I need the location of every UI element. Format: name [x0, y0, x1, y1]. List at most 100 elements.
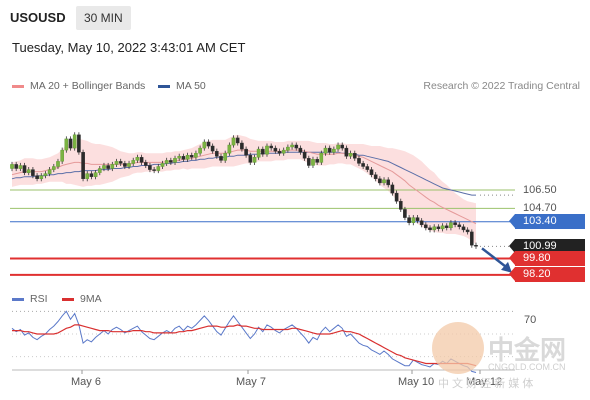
candle-body	[22, 165, 27, 173]
candle-body	[307, 158, 311, 166]
candle-body	[131, 160, 136, 164]
candle-body	[424, 224, 428, 229]
candle-body	[461, 226, 466, 231]
candle-body	[72, 134, 77, 149]
candle-body	[47, 169, 52, 174]
candle-body	[286, 146, 290, 151]
candle-body	[43, 173, 48, 176]
candle-body	[415, 217, 420, 221]
candle-body	[315, 159, 320, 163]
candle-body	[35, 175, 39, 179]
candle-body	[14, 164, 19, 169]
candle-body	[440, 225, 445, 230]
legend-ma20: MA 20 + Bollinger Bands	[12, 80, 145, 92]
candle-body	[327, 147, 332, 153]
symbol-title: USOUSD	[10, 10, 66, 25]
candle-body	[240, 142, 244, 150]
candle-body	[185, 154, 190, 160]
legend-rsi: RSI	[12, 293, 48, 305]
candle-body	[219, 156, 223, 161]
candle-body	[311, 159, 315, 166]
candle-body	[10, 164, 14, 169]
candle-body	[394, 192, 399, 202]
candle-body	[194, 152, 198, 158]
candle-body	[252, 157, 257, 163]
candle-body	[244, 148, 248, 156]
candle-body	[143, 162, 148, 166]
candle-body	[428, 227, 432, 231]
candle-body	[407, 217, 411, 223]
candle-body	[432, 226, 437, 231]
timeframe-button[interactable]: 30 MIN	[76, 6, 131, 30]
x-tick-may7: May 7	[236, 376, 266, 388]
candle-body	[97, 168, 102, 173]
candle-body	[110, 164, 115, 169]
candle-body	[177, 156, 182, 159]
candle-body	[444, 225, 449, 229]
candle-body	[189, 154, 194, 158]
candle-body	[470, 231, 474, 246]
candle-body	[453, 222, 457, 225]
candle-body	[323, 147, 328, 154]
ma50-line	[11, 151, 476, 196]
candle-body	[156, 166, 161, 171]
watermark-sub: 中 文 财 经 新 媒 体	[438, 378, 534, 390]
candle-body	[181, 156, 186, 160]
candle-body	[31, 169, 35, 176]
candle-body	[210, 145, 215, 152]
candle-body	[386, 179, 391, 186]
candle-body	[64, 138, 69, 151]
candle-body	[436, 226, 441, 230]
legend-ma20-swatch	[12, 84, 24, 88]
candle-body	[261, 148, 265, 155]
candle-body	[302, 151, 307, 159]
candle-body	[168, 160, 173, 163]
forecast-arrow-shaft	[481, 247, 507, 268]
candle-body	[382, 179, 386, 184]
candle-body	[378, 178, 382, 184]
candle-body	[298, 147, 303, 153]
level-label-103-40: 103.40	[509, 214, 585, 230]
candle-body	[357, 158, 361, 164]
candle-body	[39, 175, 44, 179]
candle-body	[248, 154, 253, 163]
watermark-text: 中金网	[488, 335, 567, 365]
candle-body	[114, 161, 119, 165]
candle-body	[227, 144, 232, 154]
legend-rsi-label: RSI	[30, 293, 48, 305]
candle-body	[294, 144, 299, 149]
watermark-logo-icon	[432, 322, 484, 374]
candle-body	[135, 157, 140, 161]
candle-body	[173, 158, 177, 163]
candle-body	[361, 163, 365, 167]
candle-body	[332, 148, 336, 153]
candle-body	[18, 165, 23, 169]
candle-body	[152, 169, 156, 171]
candle-body	[202, 141, 207, 149]
candle-body	[164, 160, 169, 164]
candle-body	[56, 161, 60, 167]
candle-body	[127, 163, 131, 167]
credit-text: Research © 2022 Trading Central	[423, 80, 580, 92]
legend-ma20-label: MA 20 + Bollinger Bands	[30, 80, 146, 92]
candle-body	[399, 200, 403, 210]
level-label-104-70: 104.70	[523, 201, 557, 214]
candle-body	[60, 149, 64, 162]
legend-ma50: MA 50	[158, 80, 206, 92]
legend-ma50-label: MA 50	[176, 80, 206, 92]
candle-body	[26, 169, 31, 173]
rsi-line	[11, 310, 477, 373]
level-label-99-80: 99.80	[509, 251, 585, 266]
candle-body	[118, 161, 123, 164]
candle-body	[273, 147, 278, 152]
candle-body	[77, 134, 81, 153]
candle-body	[85, 173, 89, 179]
candle-body	[365, 166, 370, 170]
candle-body	[411, 217, 416, 223]
candle-body	[340, 144, 345, 149]
candle-body	[348, 152, 353, 157]
level-label-100-99: 100.99	[509, 238, 585, 254]
candle-body	[290, 144, 294, 148]
